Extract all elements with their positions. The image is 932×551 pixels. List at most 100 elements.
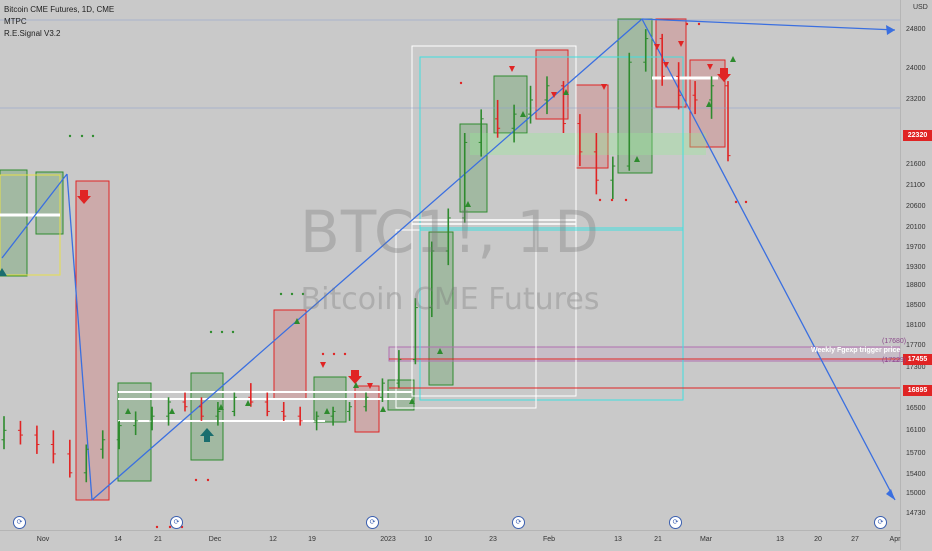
signal-box [493, 75, 528, 134]
price-tick-label: 19700 [906, 244, 926, 251]
trend-line [641, 18, 896, 501]
sell-arrow-icon [348, 370, 362, 384]
event-icon[interactable]: ⟳ [874, 516, 887, 529]
up-signal-marker [563, 89, 569, 95]
signal-dot [80, 134, 84, 138]
price-tick-label: 19300 [906, 264, 926, 271]
signal-box [273, 309, 307, 400]
price-tick-label: 15400 [906, 471, 926, 478]
signal-box [117, 382, 152, 482]
up-signal-marker [245, 400, 251, 406]
level-low-label: (17229) [882, 357, 907, 364]
up-signal-marker [634, 156, 640, 162]
down-signal-marker [601, 84, 607, 90]
price-tick-label: 14730 [906, 510, 926, 517]
time-tick-label: 13 [776, 536, 784, 543]
down-signal-marker [320, 362, 326, 368]
price-tick-label: 21600 [906, 161, 926, 168]
event-icon[interactable]: ⟳ [366, 516, 379, 529]
signal-dot [155, 525, 159, 529]
level-badge-a: 17455 [903, 354, 932, 365]
signal-dot [459, 81, 463, 85]
event-icon[interactable]: ⟳ [669, 516, 682, 529]
price-tick-label: 16100 [906, 427, 926, 434]
chart-legend: Bitcoin CME Futures, 1D, CME MTPC R.E.Si… [4, 4, 114, 40]
currency-label: USD [913, 4, 928, 11]
up-signal-marker [380, 406, 386, 412]
signal-dot [231, 330, 235, 334]
price-tick-label: 24000 [906, 65, 926, 72]
signal-dot [321, 352, 325, 356]
trend-line [1, 173, 68, 259]
up-signal-marker [324, 408, 330, 414]
arrow-head [886, 489, 895, 500]
time-tick-label: 21 [154, 536, 162, 543]
time-tick-label: 12 [269, 536, 277, 543]
signal-dot [610, 198, 614, 202]
event-icon[interactable]: ⟳ [170, 516, 183, 529]
down-signal-marker [663, 62, 669, 68]
time-tick-label: Nov [36, 536, 50, 543]
time-axis[interactable] [0, 530, 900, 551]
buy-arrow-icon [0, 268, 7, 276]
sell-arrow-icon [77, 190, 91, 204]
price-tick-label: 18100 [906, 322, 926, 329]
signal-box [354, 385, 380, 433]
signal-dot [744, 200, 748, 204]
event-icon[interactable]: ⟳ [512, 516, 525, 529]
signal-dot [685, 22, 689, 26]
signal-dot [68, 134, 72, 138]
legend-indicator-mtpc[interactable]: MTPC [4, 17, 27, 26]
price-tick-label: 17700 [906, 342, 926, 349]
signal-dot [343, 352, 347, 356]
price-tick-label: 18800 [906, 282, 926, 289]
line-layer [0, 18, 900, 501]
down-signal-marker [509, 66, 515, 72]
price-axis[interactable] [900, 0, 932, 550]
time-tick-label: 27 [851, 536, 859, 543]
signal-box [35, 171, 64, 235]
signal-dot [290, 292, 294, 296]
time-tick-label: Mar [699, 536, 713, 543]
trigger-label: Weekly Fgexp trigger price [811, 347, 901, 354]
price-tick-label: 24800 [906, 26, 926, 33]
down-signal-marker [654, 44, 660, 50]
signal-dot [220, 330, 224, 334]
signal-box [0, 174, 61, 276]
price-tick-label: 23200 [906, 96, 926, 103]
time-tick-label: 20 [814, 536, 822, 543]
price-tick-label: 20100 [906, 224, 926, 231]
time-tick-label: 23 [489, 536, 497, 543]
time-tick-label: Dec [208, 536, 222, 543]
up-signal-marker [169, 408, 175, 414]
signal-box [0, 169, 28, 277]
legend-title[interactable]: Bitcoin CME Futures, 1D, CME [4, 5, 115, 14]
signal-dot [209, 330, 213, 334]
price-tick-label: 20600 [906, 203, 926, 210]
up-signal-marker [125, 408, 131, 414]
signal-dot [624, 198, 628, 202]
legend-indicator-resignal[interactable]: R.E.Signal V3.2 [4, 29, 61, 38]
time-tick-label: 19 [308, 536, 316, 543]
time-tick-label: 14 [114, 536, 122, 543]
time-tick-label: 10 [424, 536, 432, 543]
signal-dot [332, 352, 336, 356]
up-signal-marker [730, 56, 736, 62]
range-line-cyan [419, 227, 684, 231]
down-signal-marker [551, 92, 557, 98]
range-box-white [395, 229, 537, 409]
up-signal-marker [437, 348, 443, 354]
signal-box [470, 133, 706, 155]
signal-dot [734, 200, 738, 204]
signal-dot [194, 478, 198, 482]
signal-box [387, 379, 415, 411]
signal-dot [206, 478, 210, 482]
sell-arrow-icon [717, 68, 731, 82]
signal-dot [279, 292, 283, 296]
event-icon[interactable]: ⟳ [13, 516, 26, 529]
down-signal-marker [707, 64, 713, 70]
up-signal-marker [409, 398, 415, 404]
time-tick-label: 2023 [380, 536, 396, 543]
